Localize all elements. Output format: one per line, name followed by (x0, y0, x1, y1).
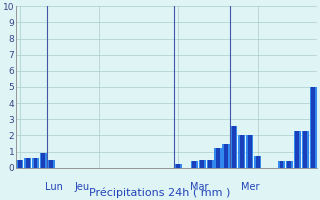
Bar (256, 156, 260, 168)
Bar (176, 164, 180, 168)
Bar (248, 135, 252, 168)
Text: Lun: Lun (45, 182, 63, 192)
Bar (34, 158, 37, 168)
Bar (175, 164, 182, 168)
Bar (240, 135, 244, 168)
Text: Mer: Mer (241, 182, 259, 192)
Text: Mar: Mar (190, 182, 209, 192)
Bar (216, 148, 220, 168)
Bar (40, 153, 47, 168)
Bar (24, 158, 31, 168)
Bar (278, 161, 285, 168)
Bar (191, 161, 198, 168)
Bar (192, 161, 196, 168)
Bar (18, 160, 22, 168)
Bar (16, 160, 23, 168)
Bar (286, 161, 293, 168)
Bar (199, 160, 206, 168)
Bar (206, 160, 214, 168)
Bar (303, 131, 307, 168)
Bar (232, 126, 236, 168)
Bar (294, 131, 301, 168)
Bar (26, 158, 29, 168)
Bar (222, 144, 229, 168)
Bar (310, 87, 317, 168)
Bar (200, 160, 204, 168)
Bar (280, 161, 284, 168)
Text: Précipitations 24h ( mm ): Précipitations 24h ( mm ) (89, 188, 231, 198)
Bar (311, 87, 315, 168)
Bar (49, 160, 53, 168)
Bar (254, 156, 261, 168)
Bar (287, 161, 292, 168)
Bar (208, 160, 212, 168)
Text: Jeu: Jeu (74, 182, 89, 192)
Bar (295, 131, 300, 168)
Bar (224, 144, 228, 168)
Bar (230, 126, 237, 168)
Bar (32, 158, 39, 168)
Bar (48, 160, 55, 168)
Bar (214, 148, 221, 168)
Bar (42, 153, 45, 168)
Bar (238, 135, 245, 168)
Bar (246, 135, 253, 168)
Bar (302, 131, 309, 168)
